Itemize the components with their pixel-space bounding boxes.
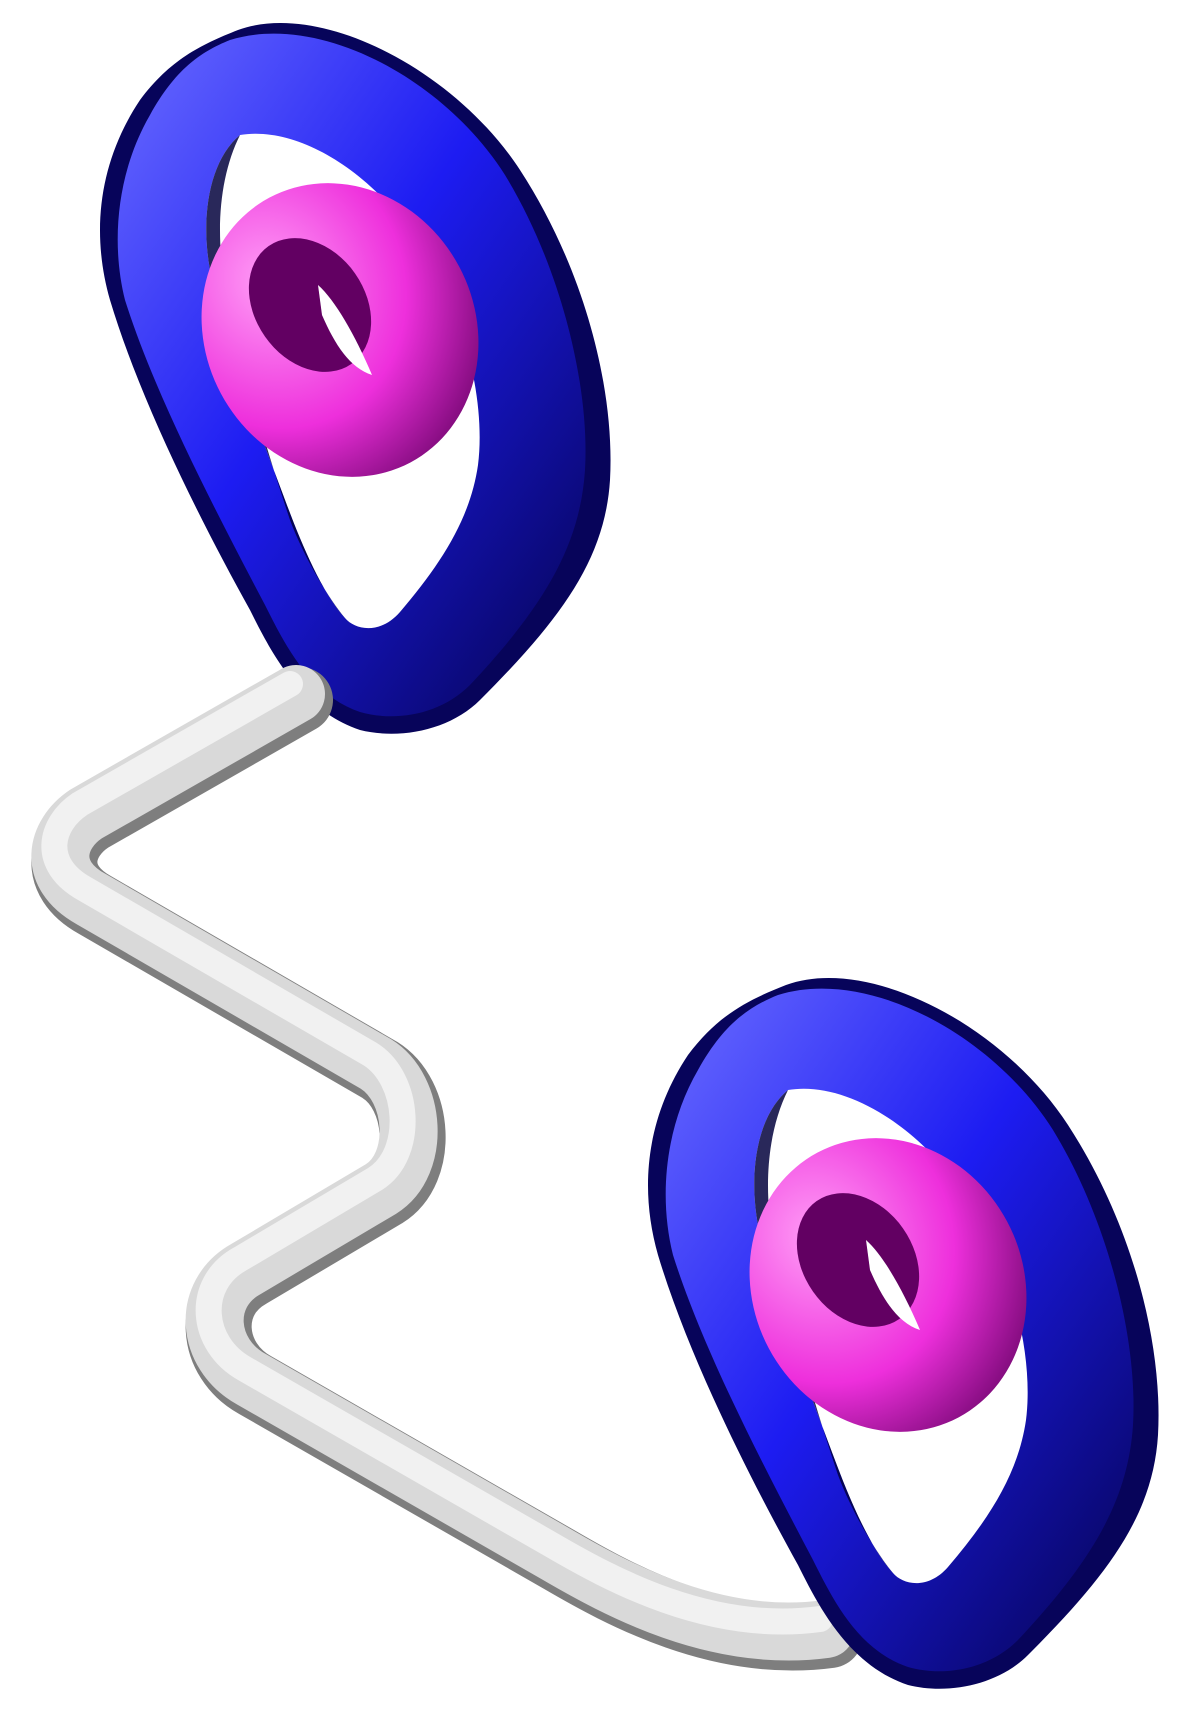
outer-ring-top bbox=[100, 22, 611, 734]
outer-ring-bottom bbox=[648, 977, 1159, 1689]
